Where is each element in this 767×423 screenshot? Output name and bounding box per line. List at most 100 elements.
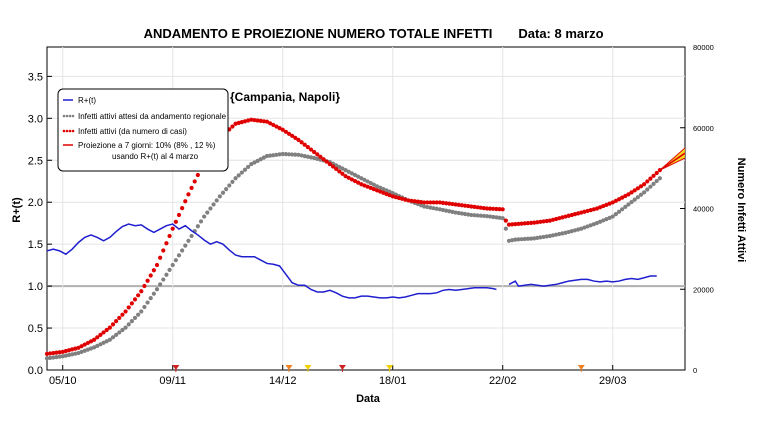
y-tick-label: 1.0 [28,281,43,293]
actual-dot [154,262,160,268]
y2-tick-label: 40000 [693,205,714,214]
actual-dot [293,135,298,140]
expected-dot [249,161,254,167]
expected-dot [101,340,106,345]
actual-dot [189,185,194,191]
actual-dot [563,214,568,219]
actual-dot [560,215,565,220]
expected-dot [208,206,213,211]
expected-dot [258,157,263,162]
actual-dot [418,199,424,205]
actual-dot [352,178,358,184]
actual-dot [258,118,263,123]
actual-dot [148,273,153,278]
actual-dot [132,297,138,302]
expected-dot [475,213,480,218]
actual-dot [334,166,339,172]
legend-entry: Infetti attivi (da numero di casi) [78,127,187,136]
actual-dot [120,312,125,317]
expected-dot [506,238,512,243]
projection-lower-line [659,157,686,171]
actual-dot [393,195,398,200]
actual-dot [422,200,427,205]
expected-dot [343,168,348,173]
actual-dot [107,325,112,330]
expected-dot [381,186,386,192]
actual-dot [337,169,342,174]
legend-swatch-dot [65,114,69,118]
actual-dot [176,212,182,218]
actual-dot [318,154,323,159]
expected-dot [158,282,163,287]
actual-dot [136,293,141,298]
actual-dot [400,196,405,201]
actual-dot [616,197,622,202]
expected-dot [227,183,232,188]
actual-dot [85,340,90,346]
event-marker [172,365,180,370]
actual-dot [312,149,317,155]
expected-dot [453,210,458,215]
expected-dot [54,354,59,360]
expected-dot [440,207,446,213]
y-tick-label: 2.0 [28,197,43,209]
expected-dot [535,235,540,240]
expected-dot [202,214,207,219]
expected-dot [481,213,486,219]
expected-dot [359,176,364,181]
expected-dot [387,189,392,194]
actual-dot [500,207,505,212]
expected-dot [104,339,109,344]
legend-entry: Proiezione a 7 giorni: 10% (8% , 12 %) [78,141,216,150]
actual-dot [579,210,584,215]
expected-dot [519,237,524,242]
actual-dot [491,206,496,211]
actual-dot [544,218,549,224]
actual-dot [249,117,254,122]
expected-dot [73,351,78,356]
expected-dot [217,194,222,199]
expected-dot [550,233,556,238]
y-tick-label: 3.5 [28,71,43,83]
expected-dot [472,213,477,218]
actual-dot [440,200,446,205]
expected-dot [447,209,452,214]
expected-dot [516,237,521,242]
actual-dot [591,207,596,212]
legend-swatch-dot [62,114,66,118]
actual-dot [277,126,282,131]
expected-dot [136,312,141,317]
y2-tick-label: 80000 [693,43,714,52]
expected-dot [305,154,310,159]
actual-dot [343,174,348,179]
legend-swatch-dot [65,129,69,133]
expected-dot [422,204,427,209]
expected-dot [598,219,603,224]
actual-dot [92,337,97,342]
legend-entry: R+(t) [78,96,96,105]
actual-dot [268,121,273,126]
actual-dot [95,335,100,340]
expected-dot [92,345,97,350]
expected-dot [500,216,505,221]
expected-dot [142,304,147,310]
expected-dot [296,152,301,157]
expected-dot [620,207,625,212]
actual-dot [145,278,150,283]
actual-dot [114,319,119,324]
actual-dot [101,330,106,335]
actual-dot [82,342,87,347]
expected-dot [365,179,370,184]
actual-dot [513,222,518,227]
actual-dot [290,133,295,138]
actual-dot [484,206,490,211]
actual-dot [554,216,559,222]
expected-dot [642,190,647,195]
expected-dot [246,164,251,170]
expected-dot [63,353,68,358]
expected-dot [242,167,248,172]
expected-dot [654,178,659,184]
expected-dot [569,229,574,234]
actual-dot [126,305,131,310]
